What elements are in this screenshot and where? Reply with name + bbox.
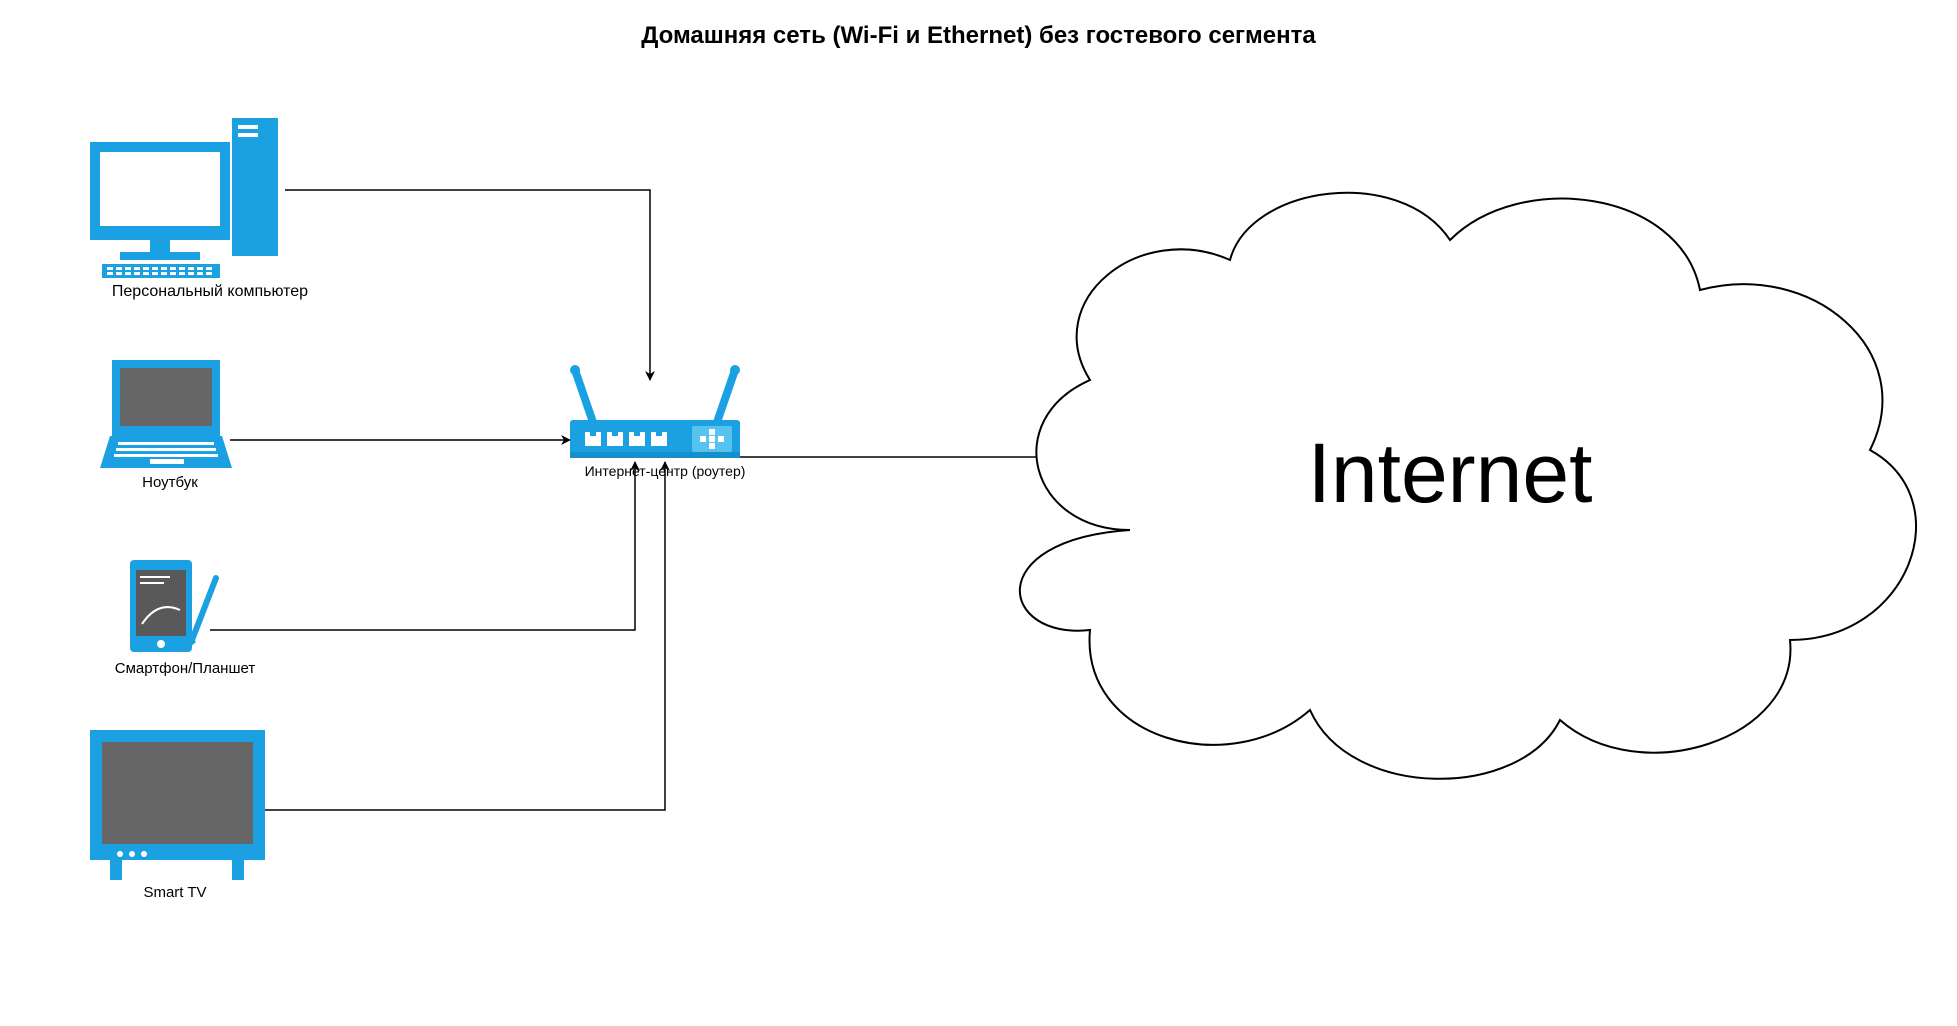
tv-label: Smart TV bbox=[115, 884, 235, 901]
edge-tv-router bbox=[265, 462, 665, 810]
laptop-icon bbox=[100, 360, 232, 468]
edges bbox=[210, 190, 1130, 810]
laptop-label: Ноутбук bbox=[110, 474, 230, 491]
router-icon bbox=[570, 365, 740, 458]
edge-tablet-router bbox=[210, 462, 635, 630]
pc-icon bbox=[90, 118, 278, 278]
router-label: Интернет-центр (роутер) bbox=[565, 463, 765, 479]
pc-label: Персональный компьютер bbox=[95, 283, 325, 301]
diagram-canvas: { "type": "network-diagram", "canvas": {… bbox=[0, 0, 1957, 1026]
edge-pc-router bbox=[285, 190, 650, 380]
smart-tv-icon bbox=[90, 730, 265, 880]
tablet-label: Смартфон/Планшет bbox=[95, 660, 275, 677]
cloud-label: Internet bbox=[1150, 425, 1750, 522]
tablet-icon bbox=[130, 560, 216, 652]
